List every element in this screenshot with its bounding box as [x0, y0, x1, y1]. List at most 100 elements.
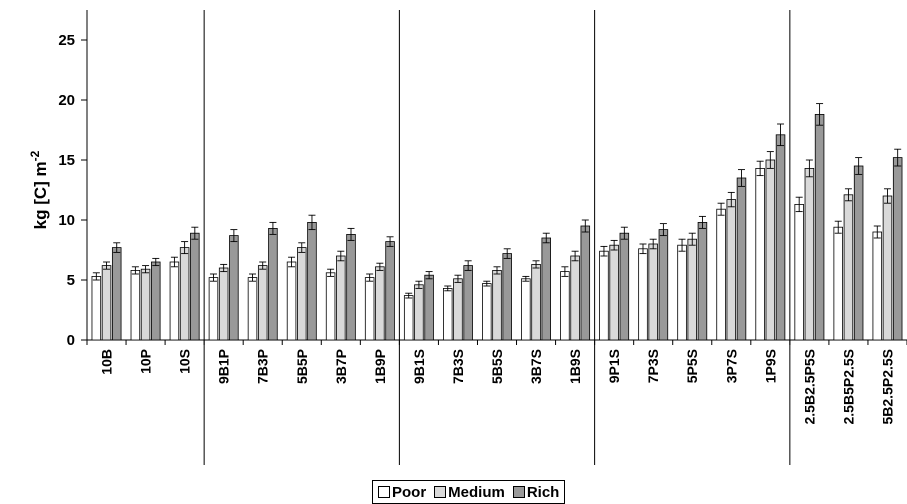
x-tick-label: 1B9S [567, 349, 583, 384]
x-tick-label: 3B7S [528, 349, 544, 384]
bar-rich-2.5B2.5P5S [815, 114, 824, 340]
y-tick-label: 20 [58, 92, 75, 109]
x-tick-label: 9P1S [606, 349, 622, 383]
y-ticks: 0 5 10 15 20 25 [58, 32, 87, 349]
y-axis-label-superscript: -2 [28, 150, 42, 161]
bar-poor-7P3S [639, 249, 648, 340]
bar-rich-7B3P [269, 228, 278, 340]
legend: Poor Medium Rich [372, 480, 565, 504]
x-tick-label: 7P3S [645, 349, 661, 383]
bar-medium-5P5S [688, 239, 697, 340]
bar-medium-3B7P [336, 256, 345, 340]
x-tick-label: 10S [177, 349, 193, 374]
legend-item-poor: Poor [378, 484, 426, 501]
bar-rich-9P1S [620, 233, 629, 340]
bar-poor-5B2.5P2.5S [873, 232, 882, 340]
y-tick-label: 0 [67, 332, 75, 349]
bar-medium-2.5B5P2.5S [844, 195, 853, 340]
x-tick-label: 3P7S [723, 349, 739, 383]
bar-poor-3B7S [521, 279, 530, 340]
x-tick-label: 3B7P [333, 349, 349, 384]
bar-rich-7B3S [464, 266, 473, 340]
bar-medium-10P [141, 269, 150, 340]
x-tick-label: 2.5B2.5P5S [801, 349, 817, 425]
bar-medium-10B [102, 266, 111, 340]
bar-poor-5B5P [287, 262, 296, 340]
bar-medium-5B5S [493, 270, 502, 340]
y-tick-label: 25 [58, 32, 75, 49]
legend-item-medium: Medium [434, 484, 505, 501]
x-tick-label: 5B5S [489, 349, 505, 384]
y-tick-label: 15 [58, 152, 75, 169]
bar-rich-3P7S [737, 178, 746, 340]
bar-rich-10B [112, 248, 121, 340]
bar-poor-2.5B5P2.5S [834, 227, 843, 340]
bar-medium-5B2.5P2.5S [883, 196, 892, 340]
bar-poor-10S [170, 262, 179, 340]
bar-rich-5B5P [308, 222, 317, 340]
bar-medium-1P9S [766, 160, 775, 340]
bar-medium-9B1S [415, 285, 424, 340]
bar-rich-10P [151, 262, 160, 340]
bar-poor-2.5B2.5P5S [795, 204, 804, 340]
bar-rich-5B2.5P2.5S [893, 158, 902, 340]
bar-medium-2.5B2.5P5S [805, 168, 814, 340]
bar-poor-1P9S [756, 168, 765, 340]
x-tick-labels: 10B 10P 10S 9B1P 7B3P 5B5P 3B7P 1B9P 9B1S 7B3S 5B5… [99, 349, 896, 425]
bar-poor-7B3P [248, 278, 257, 340]
bar-poor-10P [131, 270, 140, 340]
x-tick-label: 5B5P [294, 349, 310, 384]
bar-rich-1B9P [386, 242, 395, 340]
bar-medium-5B5P [297, 248, 306, 340]
bar-medium-1B9S [571, 256, 580, 340]
x-tick-label: 5P5S [684, 349, 700, 383]
x-tick-label: 10P [138, 349, 154, 374]
bar-poor-10B [92, 276, 101, 340]
y-tick-label: 10 [58, 212, 75, 229]
bar-poor-1B9P [365, 278, 374, 340]
legend-swatch-medium [434, 486, 446, 498]
bar-rich-1P9S [776, 135, 785, 340]
legend-label-medium: Medium [448, 484, 505, 501]
bar-rich-9B1P [230, 236, 239, 340]
bar-rich-1B9S [581, 226, 590, 340]
legend-label-poor: Poor [392, 484, 426, 501]
x-tick-label: 2.5B5P2.5S [840, 349, 856, 425]
legend-label-rich: Rich [527, 484, 560, 501]
bar-medium-3B7S [532, 264, 541, 340]
bar-poor-3B7P [326, 273, 335, 340]
bar-medium-7B3S [454, 279, 463, 340]
bar-poor-7B3S [443, 288, 452, 340]
bar-rich-3B7S [542, 238, 551, 340]
bar-medium-7P3S [649, 244, 658, 340]
bar-poor-5B5S [482, 284, 491, 340]
bar-poor-1B9S [561, 272, 570, 340]
x-tick-label: 9B1S [411, 349, 427, 384]
bar-medium-9B1P [219, 268, 228, 340]
bar-medium-10S [180, 248, 189, 340]
bar-medium-9P1S [610, 245, 619, 340]
x-tick-label: 9B1P [216, 349, 232, 384]
y-tick-label: 5 [67, 272, 75, 289]
bar-medium-1B9P [376, 267, 385, 340]
x-tick-label: 7B3P [255, 349, 271, 384]
bar-rich-5B5S [503, 254, 512, 340]
bar-poor-9B1P [209, 278, 218, 340]
bar-rich-9B1S [425, 275, 434, 340]
bar-rich-10S [190, 233, 199, 340]
bar-poor-9B1S [404, 296, 413, 340]
bar-rich-7P3S [659, 230, 668, 340]
y-axis-label: kg [C] m-2 [28, 150, 50, 229]
bar-rich-3B7P [347, 234, 356, 340]
x-tick-label: 1B9P [372, 349, 388, 384]
svg-text:kg [C] m-2: kg [C] m-2 [28, 150, 50, 229]
bar-poor-5P5S [678, 245, 687, 340]
bar-medium-3P7S [727, 200, 736, 340]
x-tick-label: 5B2.5P2.5S [879, 349, 895, 425]
bar-medium-7B3P [258, 266, 267, 340]
x-tick-label: 1P9S [762, 349, 778, 383]
x-tick-label: 10B [99, 349, 115, 375]
bars [92, 114, 902, 340]
bar-poor-9P1S [600, 251, 609, 340]
